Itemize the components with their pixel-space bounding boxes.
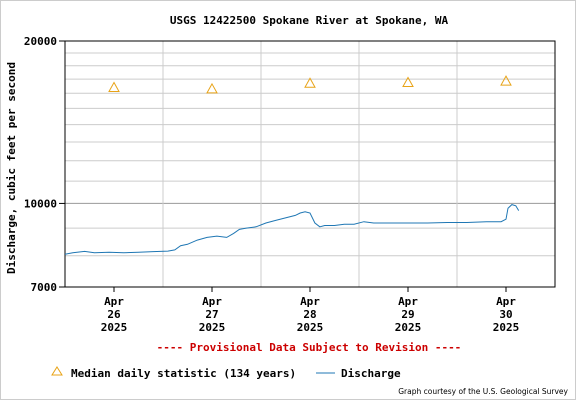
usgs-credit: Graph courtesy of the U.S. Geological Su… (398, 387, 568, 396)
median-triangle-point (500, 75, 512, 86)
x-tick-date: 27 (205, 308, 218, 321)
series-layer (64, 75, 520, 255)
y-tick-label: 10000 (24, 197, 57, 210)
y-tick-label: 20000 (24, 35, 57, 48)
x-tick-year: 2025 (199, 321, 226, 334)
x-tick-year: 2025 (493, 321, 520, 334)
median-triangle-point (108, 81, 120, 93)
median-triangle-point (304, 77, 316, 88)
x-tick-month: Apr (104, 295, 124, 308)
median-triangle-point (206, 82, 218, 94)
y-tick-label: 7000 (31, 281, 58, 294)
x-tick-month: Apr (300, 295, 320, 308)
chart-title: USGS 12422500 Spokane River at Spokane, … (170, 14, 449, 27)
discharge-line (64, 204, 520, 255)
provisional-notice: ---- Provisional Data Subject to Revisio… (157, 341, 462, 354)
x-tick-month: Apr (202, 295, 222, 308)
legend-median-label: Median daily statistic (134 years) (71, 367, 296, 380)
x-tick-year: 2025 (395, 321, 422, 334)
x-tick-date: 29 (401, 308, 414, 321)
x-tick-date: 26 (107, 308, 121, 321)
x-tick-date: 28 (303, 308, 316, 321)
x-tick-date: 30 (499, 308, 512, 321)
vertical-gridlines (162, 41, 458, 287)
x-tick-month: Apr (398, 295, 418, 308)
x-axis-ticks: Apr262025Apr272025Apr282025Apr292025Apr3… (101, 287, 520, 334)
median-triangle-point (402, 76, 414, 88)
x-tick-year: 2025 (297, 321, 324, 334)
x-tick-month: Apr (496, 295, 516, 308)
x-tick-year: 2025 (101, 321, 128, 334)
legend-triangle-icon (51, 366, 63, 376)
legend-discharge-label: Discharge (341, 367, 401, 380)
y-axis-ticks: 20000 10000 7000 (24, 35, 65, 294)
horizontal-gridlines (65, 52, 555, 257)
y-axis-label: Discharge, cubic feet per second (5, 62, 18, 274)
